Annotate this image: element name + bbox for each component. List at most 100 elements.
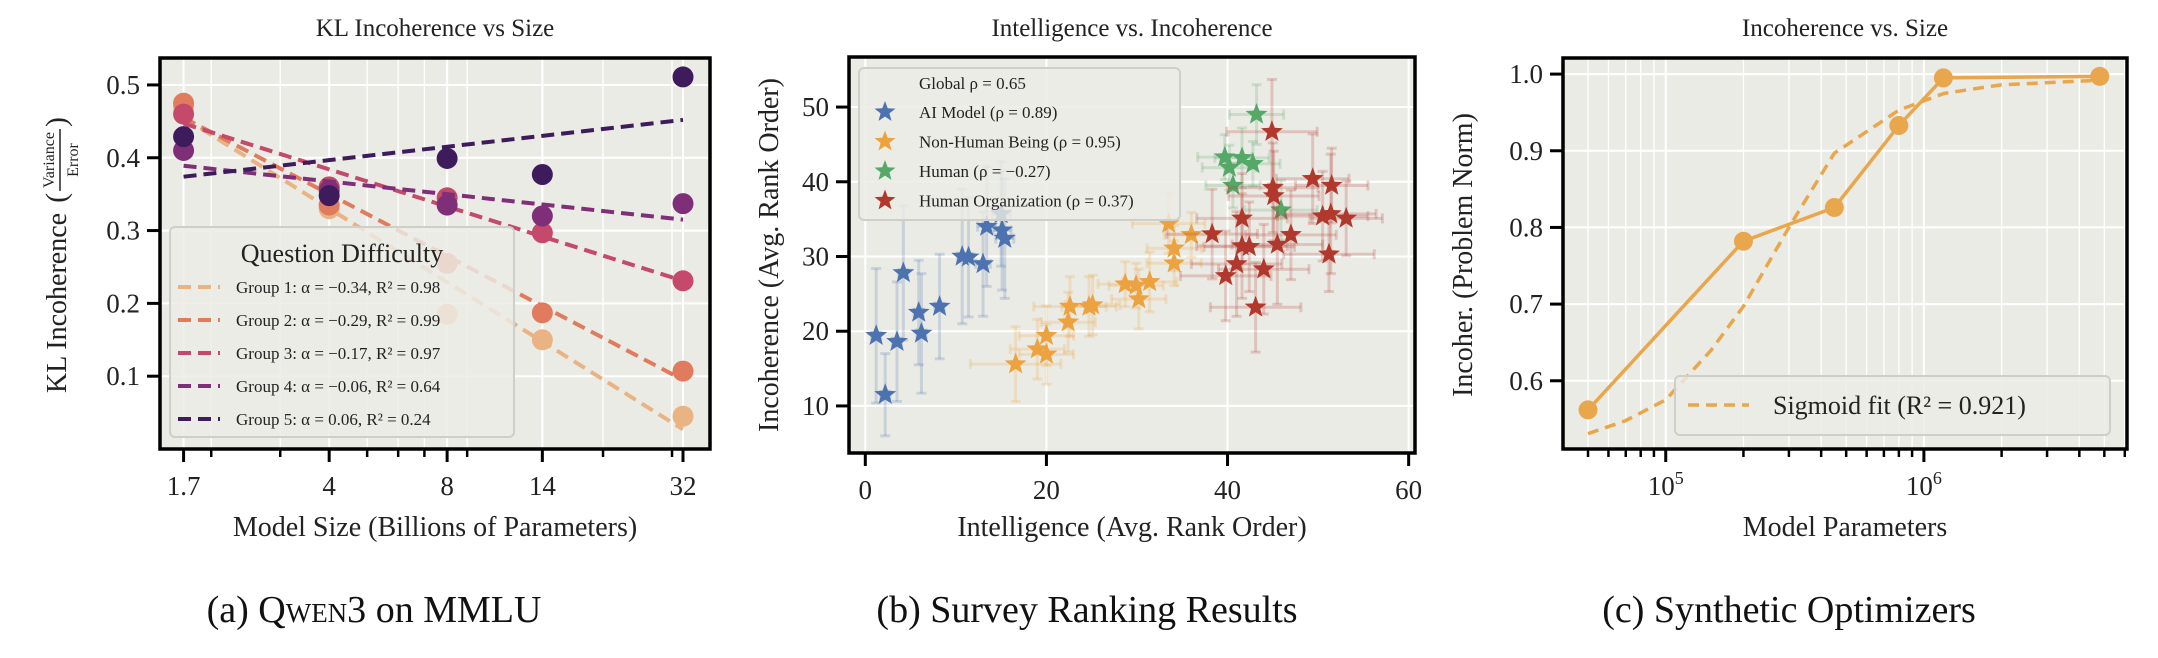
star-marker <box>1301 167 1324 189</box>
x-tick-label-exponent: 5 <box>1675 468 1684 488</box>
star-marker <box>874 160 896 180</box>
star-marker <box>1311 204 1334 226</box>
data-point <box>436 194 458 216</box>
y-tick-label: 0.6 <box>1509 366 1543 396</box>
x-tick-label-base: 10 <box>1648 471 1675 501</box>
caption-b: (b) Survey Ranking Results <box>876 589 1298 631</box>
star-marker <box>1163 236 1185 258</box>
x-tick-label: 0 <box>859 475 873 505</box>
star-marker <box>1026 337 1049 359</box>
x-tick-label: 106 <box>1906 468 1942 501</box>
star-marker <box>1222 174 1244 195</box>
data-point <box>1933 68 1953 88</box>
caption-a-prefix: (a) <box>206 589 259 631</box>
star-marker <box>1238 235 1261 257</box>
series-group-3 <box>1196 83 1319 242</box>
panel-c-chart: Sigmoid fit (R² = 0.921) 0.6 0.7 0.8 0.9 1.0 1… <box>1448 15 2129 543</box>
star-marker <box>1225 252 1248 274</box>
legend-header: Global ρ = 0.65 <box>919 74 1026 93</box>
x-axis-label: Model Parameters <box>1743 512 1948 543</box>
y-tick-label: 10 <box>802 391 829 421</box>
star-marker <box>991 218 1013 240</box>
fit-line <box>182 121 684 283</box>
y-axis-label: Incoherence (Avg. Rank Order) <box>754 78 785 432</box>
x-tick-label: 8 <box>440 471 454 501</box>
star-marker <box>975 215 998 236</box>
star-marker <box>1138 270 1161 292</box>
data-point <box>531 163 553 185</box>
star-marker <box>1081 293 1104 315</box>
star-marker <box>874 130 896 151</box>
star-marker <box>892 261 915 283</box>
legend-item: Group 1: α = −0.34, R² = 0.98 <box>178 278 440 297</box>
legend-item: Group 4: α = −0.06, R² = 0.64 <box>178 377 441 396</box>
data-point <box>2090 66 2110 86</box>
star-marker <box>874 189 896 210</box>
data-point <box>672 193 694 215</box>
x-tick-label: 32 <box>670 471 697 501</box>
x-tick-label: 1.7 <box>167 471 201 501</box>
legend: Sigmoid fit (R² = 0.921) <box>1674 375 2111 436</box>
star-marker <box>1218 156 1241 177</box>
star-marker <box>1318 242 1340 264</box>
x-tick-label: 4 <box>322 471 336 501</box>
panel-b-chart: Global ρ = 0.65 AI Model (ρ = 0.89) Non-Hu… <box>754 15 1422 543</box>
legend-item: Human (ρ = −0.27) <box>874 160 1051 181</box>
legend-item: Human Organization (ρ = 0.37) <box>874 189 1134 211</box>
panel-a-chart: Question Difficulty Group 1: α = −0.34, R… <box>40 15 712 543</box>
fit-line <box>183 117 684 179</box>
star-marker <box>1319 202 1342 224</box>
star-marker <box>1261 176 1284 198</box>
data-point <box>672 360 694 382</box>
y-axis-label-text: KL Incoherence <box>42 213 73 393</box>
legend-label: Human Organization (ρ = 0.37) <box>919 192 1134 211</box>
star-marker <box>1280 223 1302 245</box>
legend-label: Sigmoid fit (R² = 0.921) <box>1773 391 2026 420</box>
data-point <box>173 103 195 125</box>
x-tick-label: 105 <box>1648 468 1684 501</box>
x-tick-label: 60 <box>1395 475 1422 505</box>
y-tick-label: 0.9 <box>1509 136 1543 166</box>
legend-title: Question Difficulty <box>241 239 443 268</box>
legend: Question Difficulty Group 1: α = −0.34, R… <box>169 226 515 438</box>
chart-title: KL Incoherence vs Size <box>316 15 555 42</box>
grid <box>1563 58 2127 449</box>
star-marker <box>1335 206 1358 228</box>
star-marker <box>1244 295 1267 317</box>
data-point <box>531 205 553 227</box>
data-point <box>173 126 195 148</box>
y-tick-label: 0.5 <box>106 70 140 100</box>
star-marker <box>874 101 896 121</box>
legend-box <box>169 226 515 438</box>
legend-label: Group 4: α = −0.06, R² = 0.64 <box>236 377 441 396</box>
y-tick-label: 0.4 <box>106 143 140 173</box>
y-tick-label: 30 <box>802 241 829 271</box>
caption-a-suffix: on MMLU <box>366 589 542 631</box>
x-tick-label-exponent: 6 <box>1933 468 1942 488</box>
star-marker <box>1163 251 1185 273</box>
fraction-denominator: Error <box>65 142 82 176</box>
y-tick-label: 40 <box>802 167 829 197</box>
y-axis-label-text: Incoher. (Problem Norm) <box>1448 113 1479 397</box>
caption-a-model: Qwen3 <box>258 589 367 631</box>
x-tick-label-base: 10 <box>1906 471 1933 501</box>
star-marker <box>1201 222 1224 244</box>
data-point <box>318 185 340 207</box>
data-point <box>1889 115 1909 135</box>
fit-line <box>183 163 684 222</box>
y-axis-label: KL Incoherence (Variance Error) <box>40 117 82 393</box>
legend-item: Group 2: α = −0.29, R² = 0.99 <box>178 311 440 330</box>
legend-label: Group 5: α = 0.06, R² = 0.24 <box>236 410 431 429</box>
star-marker <box>1004 352 1027 374</box>
star-marker <box>1231 146 1253 168</box>
data-line <box>1586 74 2100 412</box>
y-tick-label: 50 <box>802 92 829 122</box>
legend-item: Non-Human Being (ρ = 0.95) <box>874 130 1121 152</box>
legend-label: Non-Human Being (ρ = 0.95) <box>919 133 1121 152</box>
legend-label: Group 1: α = −0.34, R² = 0.98 <box>236 278 440 297</box>
star-marker <box>907 301 930 322</box>
star-marker <box>1035 342 1058 364</box>
star-marker <box>1262 184 1285 206</box>
legend-item: AI Model (ρ = 0.89) <box>874 101 1057 122</box>
star-marker <box>928 295 951 316</box>
